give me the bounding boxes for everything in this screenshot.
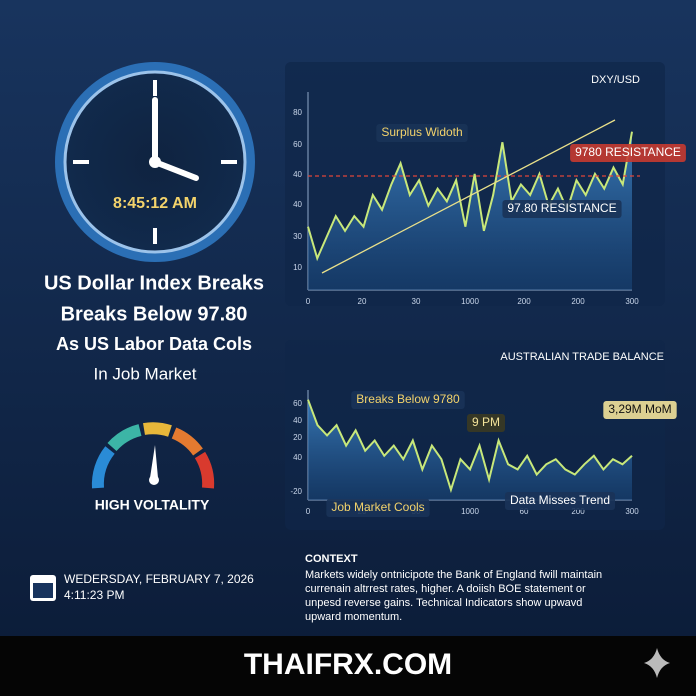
y-tick-label: 60 [293,399,302,408]
clock: 8:45:12 AM [55,62,255,262]
y-tick-label: 60 [293,140,302,149]
y-tick-label: 40 [293,200,302,209]
y-tick-label: -20 [290,487,302,496]
annotation: Data Misses Trend [510,493,610,507]
time: 4:11:23 PM [64,588,124,602]
y-tick-label: 30 [293,232,302,241]
annotation-box [326,499,430,517]
headline: As US Labor Data Cols [56,334,252,354]
trend-line [321,119,616,274]
annotation-box [502,200,622,218]
annotation-box [504,492,616,510]
annotation: 9 PM [472,415,500,429]
context-title: CONTEXT [305,553,358,565]
y-tick-label: 40 [293,170,302,179]
area [308,131,632,290]
annotation-box [351,391,465,409]
y-tick-label: 40 [293,453,302,462]
line [307,131,633,262]
y-tick-label: 20 [293,433,302,442]
line [307,399,633,494]
context-text: upward momentum. [305,611,402,623]
gauge [91,422,215,489]
x-tick-label: 1000 [461,507,479,516]
context-text: unpesd reverse gains. Technical Indicato… [305,597,582,609]
annotation: Job Market Cools [331,500,424,514]
headline: US Dollar Index Breaks [44,272,264,294]
headline: In Job Market [94,364,197,383]
annotation-box [570,144,686,162]
gauge-label: HIGH VOLTALITY [95,497,210,513]
x-tick-label: 0 [306,297,311,306]
x-tick-label: 200 [571,507,585,516]
area [308,399,632,500]
x-tick-label: 300 [625,297,639,306]
x-tick-label: 1000 [461,297,479,306]
chart: DXY/USD 80 60 40 40 30 10 0 20 30 1000 200 200 300 Sur… [293,74,686,306]
y-tick-label: 40 [293,416,302,425]
footer-site: THAIFRX.COM [244,648,452,681]
headline: Breaks Below 97.80 [61,303,248,325]
x-tick-label: 20 [358,297,367,306]
x-tick-label: 200 [571,297,585,306]
annotation: Breaks Below 9780 [356,392,460,406]
x-tick-label: 300 [625,507,639,516]
x-tick-label: 0 [306,507,311,516]
annotation-box [376,124,468,142]
y-tick-label: 80 [293,108,302,117]
y-tick-label: 10 [293,263,302,272]
annotation-box [603,401,677,419]
chart-title: AUSTRALIAN TRADE BALANCE [500,351,664,363]
annotation: 3,29M MoM [608,402,671,416]
annotation-box [466,414,506,432]
footer-bar [0,636,696,696]
x-tick-label: 200 [517,297,531,306]
chart-title: DXY/USD [591,74,640,86]
annotation: Surplus Widoth [381,125,462,139]
annotation: 97.80 RESISTANCE [507,201,616,215]
calendar-icon [30,575,56,601]
context-text: Markets widely ontnicipote the Bank of E… [305,569,602,581]
annotation: 9780 RESISTANCE [575,145,681,159]
chart: AUSTRALIAN TRADE BALANCE60402040-2002030… [290,351,677,517]
x-tick-label: 30 [412,297,421,306]
context-text: currenain altrrest rates, higher. A doii… [305,583,586,595]
date: WEDERSDAY, FEBRUARY 7, 2026 [64,572,254,586]
sparkle-icon [644,648,670,678]
clock-time: 8:45:12 AM [113,195,197,212]
x-tick-label: 60 [520,507,529,516]
